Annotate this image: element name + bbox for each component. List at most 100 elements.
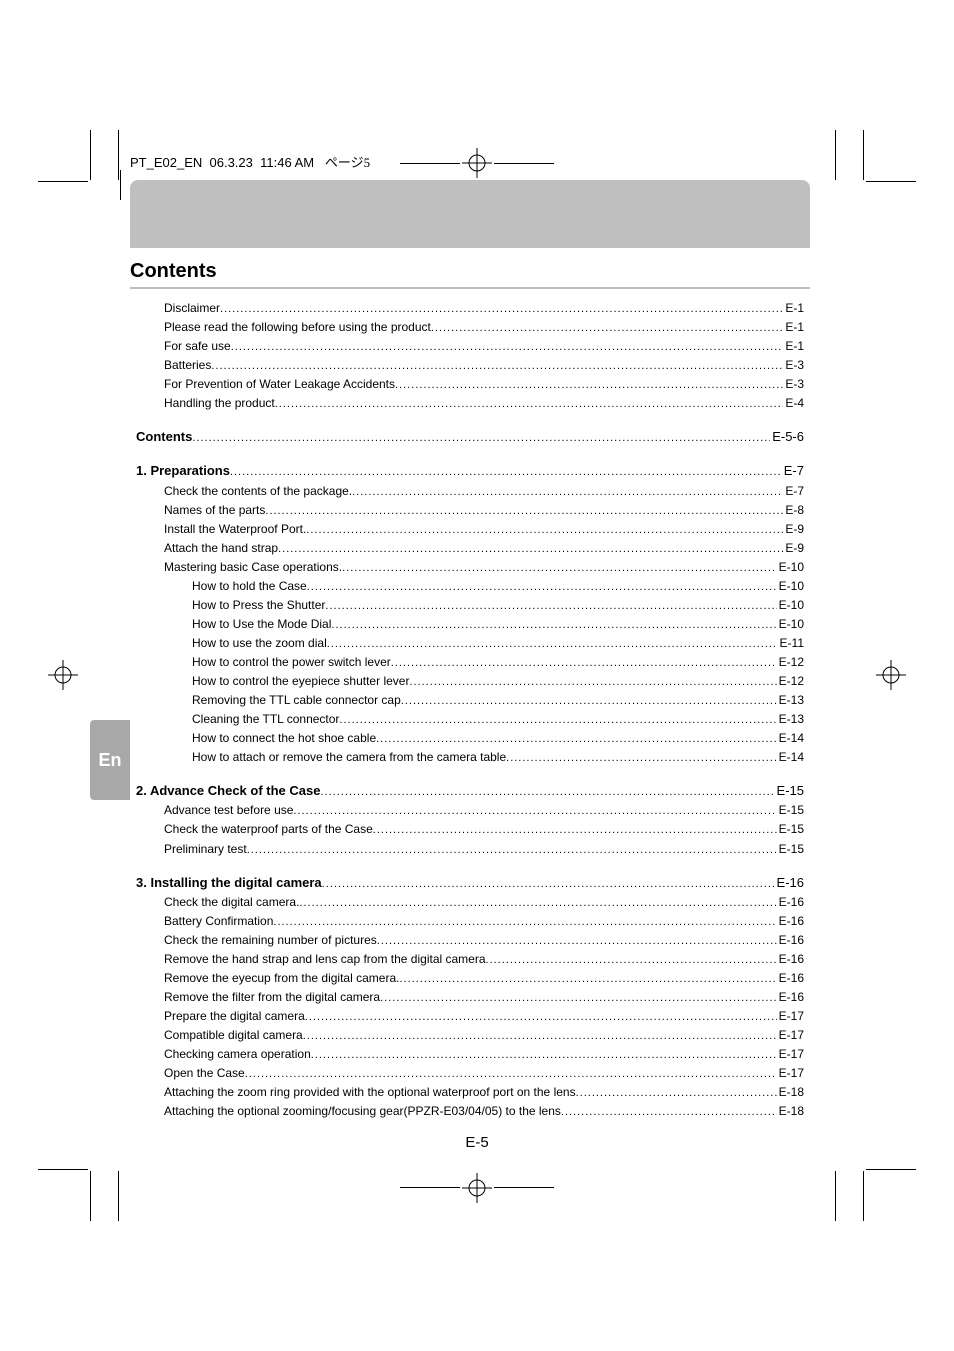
toc-entry-text: How to control the eyepiece shutter leve… [192,672,409,691]
toc-leader-dots: ........................................… [377,933,777,950]
header-band [130,180,810,248]
toc-entry-page: E-13 [777,710,804,729]
toc-row: Cleaning the TTL connector .............… [136,710,804,729]
page-title: Contents [130,260,810,289]
toc-entry-text: Names of the parts [164,501,265,520]
toc-row: Open the Case...........................… [136,1064,804,1083]
toc-leader-dots: ........................................… [376,731,777,748]
toc-entry-text: Handling the product [164,394,275,413]
toc-entry-page: E-17 [777,1064,804,1083]
toc-row: Attach the hand strap...................… [136,539,804,558]
language-tab-label: En [98,750,121,771]
toc-entry-text: Remove the filter from the digital camer… [164,988,380,1007]
toc-leader-dots: ........................................… [339,712,776,729]
page-body: Contents Disclaimer.....................… [130,180,810,1120]
slug-page: ページ5 [325,155,370,170]
toc-entry-page: E-9 [783,539,804,558]
toc-row: Checking camera operation ..............… [136,1045,804,1064]
gutter-line [120,170,121,200]
toc-entry-text: How to use the zoom dial [192,634,327,653]
toc-entry-text: Batteries [164,356,211,375]
toc-leader-dots: ........................................… [342,560,777,577]
toc-leader-dots: ........................................… [380,990,777,1007]
toc-entry-text: How to connect the hot shoe cable [192,729,376,748]
toc-entry-text: Compatible digital camera [164,1026,303,1045]
toc-entry-page: E-17 [777,1026,804,1045]
registration-mark [48,660,78,690]
crop-mark [494,1187,554,1188]
toc-entry-page: E-15 [777,801,804,820]
slug-file: PT_E02_EN [130,155,202,170]
toc-row: For Prevention of Water Leakage Accident… [136,375,804,394]
toc-entry-text: How to Use the Mode Dial [192,615,331,634]
toc-leader-dots: ........................................… [352,484,783,501]
toc-entry-page: E-14 [777,729,804,748]
toc-block: Contents ...............................… [136,427,804,447]
crop-mark [866,1169,916,1170]
toc-row: Install the Waterproof Port. ...........… [136,520,804,539]
toc-entry-text: How to attach or remove the camera from … [192,748,506,767]
toc-leader-dots: ........................................… [275,396,784,413]
toc-entry-page: E-18 [777,1102,804,1121]
toc-leader-dots: ........................................… [293,803,776,820]
page-number: E-5 [0,1134,954,1151]
toc-entry-text: Open the Case [164,1064,245,1083]
toc-block: 3. Installing the digital camera .......… [136,873,804,1122]
registration-mark [876,660,906,690]
toc-entry-page: E-15 [775,781,804,801]
toc-leader-dots: ........................................… [506,750,777,767]
toc-leader-dots: ........................................… [230,464,782,481]
toc-entry-text: 1. Preparations [136,461,230,481]
toc-row: Attaching the zoom ring provided with th… [136,1083,804,1102]
toc-row: Preliminary test .......................… [136,840,804,859]
toc-leader-dots: ........................................… [373,822,777,839]
toc-block: 2. Advance Check of the Case............… [136,781,804,858]
crop-mark [118,1171,119,1221]
toc-row: Remove the filter from the digital camer… [136,988,804,1007]
toc-row: How to connect the hot shoe cable.......… [136,729,804,748]
toc-leader-dots: ........................................… [307,579,777,596]
registration-mark [462,148,492,178]
slug-time: 11:46 AM [260,155,314,170]
toc-row: Disclaimer..............................… [136,299,804,318]
toc-entry-text: Check the digital camera. [164,893,299,912]
toc-leader-dots: ........................................… [395,377,783,394]
toc-entry-text: Checking camera operation [164,1045,311,1064]
toc-entry-page: E-16 [777,950,804,969]
toc-entry-text: For safe use [164,337,231,356]
toc-entry-text: Attach the hand strap [164,539,278,558]
toc-entry-text: Attaching the optional zooming/focusing … [164,1102,561,1121]
toc-leader-dots: ........................................… [576,1085,777,1102]
toc-row: How to use the zoom dial ...............… [136,634,804,653]
toc-row: Prepare the digital camera..............… [136,1007,804,1026]
toc-leader-dots: ........................................… [231,339,784,356]
toc-entry-page: E-16 [777,931,804,950]
toc-leader-dots: ........................................… [320,784,774,801]
toc-leader-dots: ........................................… [409,674,776,691]
toc-leader-dots: ........................................… [299,895,776,912]
crop-mark [835,1171,836,1221]
toc-entry-page: E-10 [777,577,804,596]
crop-mark [90,130,91,180]
toc-entry-page: E-13 [777,691,804,710]
print-slug: PT_E02_EN 06.3.23 11:46 AM ページ5 [130,152,370,171]
toc-leader-dots: ........................................… [322,876,775,893]
toc-leader-dots: ........................................… [311,1047,777,1064]
toc-entry-text: Check the remaining number of pictures [164,931,377,950]
crop-mark [863,130,864,180]
toc-entry-page: E-1 [783,337,804,356]
crop-mark [90,1171,91,1221]
toc-row: 2. Advance Check of the Case............… [136,781,804,801]
toc-leader-dots: ........................................… [486,952,777,969]
toc-entry-page: E-1 [783,318,804,337]
toc-entry-page: E-1 [783,299,804,318]
toc-entry-page: E-4 [783,394,804,413]
toc-leader-dots: ........................................… [305,1009,777,1026]
toc-leader-dots: ........................................… [278,541,783,558]
toc-entry-text: Removing the TTL cable connector cap [192,691,401,710]
toc-entry-page: E-3 [783,356,804,375]
toc-entry-text: Mastering basic Case operations. [164,558,342,577]
toc-entry-page: E-11 [778,634,804,653]
toc-leader-dots: ........................................… [306,522,783,539]
toc-entry-text: Remove the hand strap and lens cap from … [164,950,486,969]
